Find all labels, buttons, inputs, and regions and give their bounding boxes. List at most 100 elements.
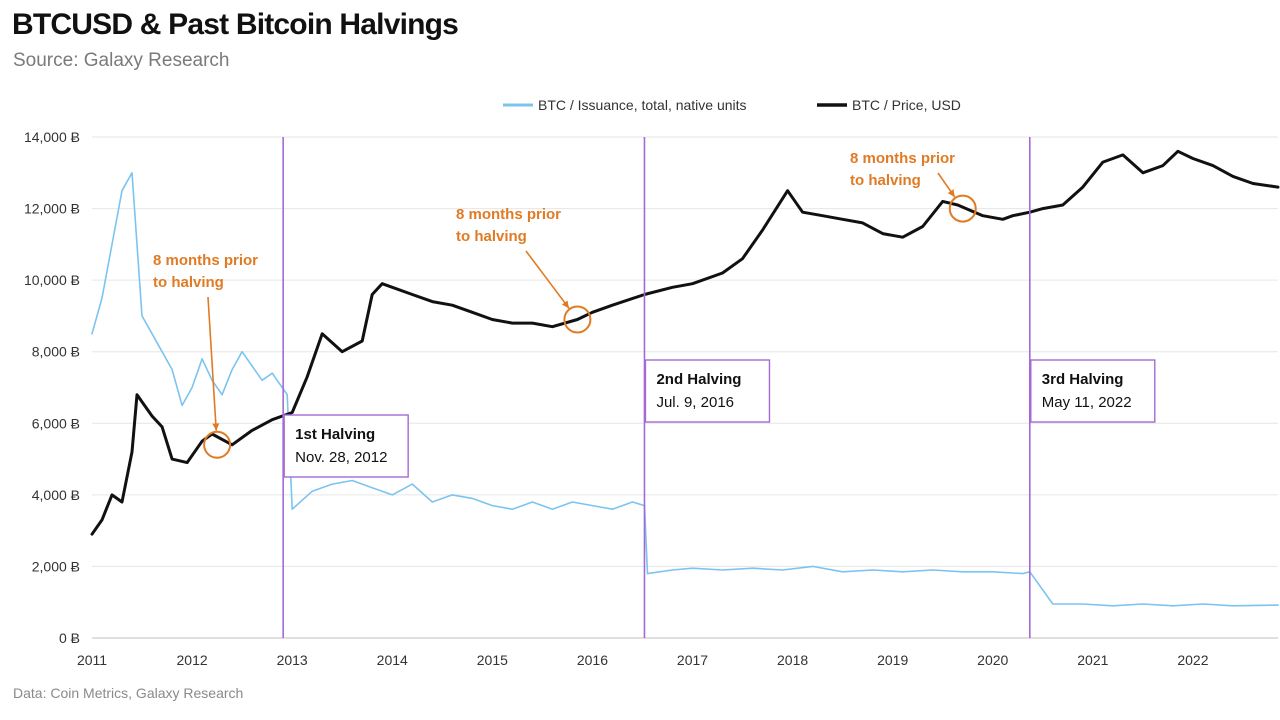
legend-label-issuance: BTC / Issuance, total, native units bbox=[538, 97, 747, 113]
price-point bbox=[411, 293, 413, 296]
price-point bbox=[551, 326, 554, 328]
issuance-point bbox=[491, 505, 493, 507]
x-tick-label: 2012 bbox=[177, 652, 208, 668]
issuance-point bbox=[251, 365, 253, 367]
issuance-point bbox=[1112, 605, 1114, 607]
price-point bbox=[291, 411, 293, 414]
legend-label-price: BTC / Price, USD bbox=[852, 97, 961, 113]
halving-label-box: 2nd Halving Jul. 9, 2016 bbox=[644, 359, 771, 423]
issuance-point bbox=[111, 243, 113, 245]
annotation-line2: to halving bbox=[456, 228, 527, 245]
chart-footnote: Data: Coin Metrics, Galaxy Research bbox=[13, 685, 244, 701]
issuance-point bbox=[331, 483, 333, 485]
issuance-point bbox=[291, 508, 293, 510]
issuance-point bbox=[181, 404, 183, 406]
price-point bbox=[121, 501, 123, 503]
price-point bbox=[1252, 182, 1254, 185]
issuance-point bbox=[391, 494, 393, 496]
issuance-point bbox=[431, 501, 433, 503]
x-tick-label: 2021 bbox=[1077, 652, 1108, 668]
x-tick-label: 2011 bbox=[77, 652, 107, 668]
issuance-point bbox=[151, 333, 153, 335]
price-point bbox=[451, 304, 453, 306]
price-point bbox=[902, 236, 904, 238]
x-tick-label: 2018 bbox=[777, 652, 808, 668]
annotation: 8 months prior to halving bbox=[456, 206, 592, 334]
price-point bbox=[591, 311, 594, 313]
issuance-point bbox=[411, 483, 413, 485]
issuance-point bbox=[551, 508, 554, 510]
annotation-arrowhead bbox=[947, 189, 955, 198]
annotation-circle bbox=[948, 194, 977, 223]
issuance-point bbox=[842, 571, 844, 573]
issuance-point bbox=[872, 569, 874, 571]
price-point bbox=[691, 283, 694, 285]
issuance-point bbox=[752, 567, 754, 569]
price-point bbox=[171, 458, 173, 460]
annotation-arrowhead bbox=[561, 300, 570, 309]
price-point bbox=[802, 211, 804, 213]
issuance-point bbox=[131, 172, 133, 174]
annotation-line1: 8 months prior bbox=[153, 252, 258, 269]
annotation-line2: to halving bbox=[850, 172, 921, 189]
price-point bbox=[491, 318, 493, 321]
issuance-point bbox=[1022, 573, 1024, 575]
issuance-point bbox=[91, 333, 93, 335]
y-tick-label: 2,000 Ƀ bbox=[32, 558, 80, 574]
issuance-point bbox=[191, 386, 193, 389]
annotation-arrow bbox=[525, 250, 570, 309]
y-tick-label: 10,000 Ƀ bbox=[24, 272, 80, 288]
issuance-point bbox=[611, 508, 614, 510]
price-point bbox=[576, 318, 579, 321]
halving-box bbox=[1030, 359, 1156, 423]
halving-title: 2nd Halving bbox=[656, 371, 741, 388]
price-point bbox=[381, 283, 383, 285]
issuance-point bbox=[992, 571, 994, 573]
annotation-line2: to halving bbox=[153, 274, 224, 291]
halving-box bbox=[644, 359, 771, 423]
halving-date: Nov. 28, 2012 bbox=[295, 449, 387, 466]
price-point bbox=[361, 340, 363, 342]
annotation-arrow bbox=[207, 296, 218, 431]
issuance-point bbox=[962, 571, 964, 573]
price-point bbox=[136, 394, 138, 396]
price-point bbox=[111, 494, 113, 496]
price-point bbox=[982, 215, 984, 217]
price-point bbox=[1122, 154, 1124, 156]
issuance-point bbox=[451, 494, 453, 496]
issuance-point bbox=[171, 369, 173, 371]
issuance-point bbox=[1277, 604, 1279, 606]
price-point bbox=[721, 272, 724, 274]
issuance-point bbox=[1202, 603, 1204, 605]
annotation-circle bbox=[203, 430, 232, 459]
price-point bbox=[822, 215, 824, 217]
legend: BTC / Issuance, total, native units BTC /… bbox=[503, 97, 961, 113]
price-point bbox=[371, 293, 373, 296]
price-point bbox=[922, 225, 924, 228]
issuance-point bbox=[471, 497, 473, 499]
price-point bbox=[1277, 186, 1279, 188]
y-tick-label: 8,000 Ƀ bbox=[32, 344, 80, 360]
price-point bbox=[306, 376, 308, 378]
price-point bbox=[131, 451, 133, 453]
price-point bbox=[1002, 218, 1004, 220]
price-point bbox=[391, 286, 393, 288]
issuance-point bbox=[311, 490, 313, 492]
issuance-point bbox=[1052, 603, 1054, 605]
halving-box bbox=[283, 414, 409, 478]
price-point bbox=[271, 419, 273, 421]
price-point bbox=[531, 322, 534, 324]
issuance-point bbox=[631, 501, 634, 503]
grid-lines bbox=[92, 136, 1278, 567]
price-point bbox=[1062, 204, 1064, 206]
price-point bbox=[151, 415, 153, 417]
price-point bbox=[741, 258, 744, 260]
price-point bbox=[511, 322, 513, 324]
x-tick-label: 2016 bbox=[577, 652, 608, 668]
issuance-point bbox=[141, 315, 143, 317]
y-tick-label: 12,000 Ƀ bbox=[24, 201, 80, 217]
price-point bbox=[431, 301, 433, 303]
y-tick-label: 6,000 Ƀ bbox=[32, 415, 80, 431]
y-tick-label: 0 Ƀ bbox=[59, 630, 80, 646]
